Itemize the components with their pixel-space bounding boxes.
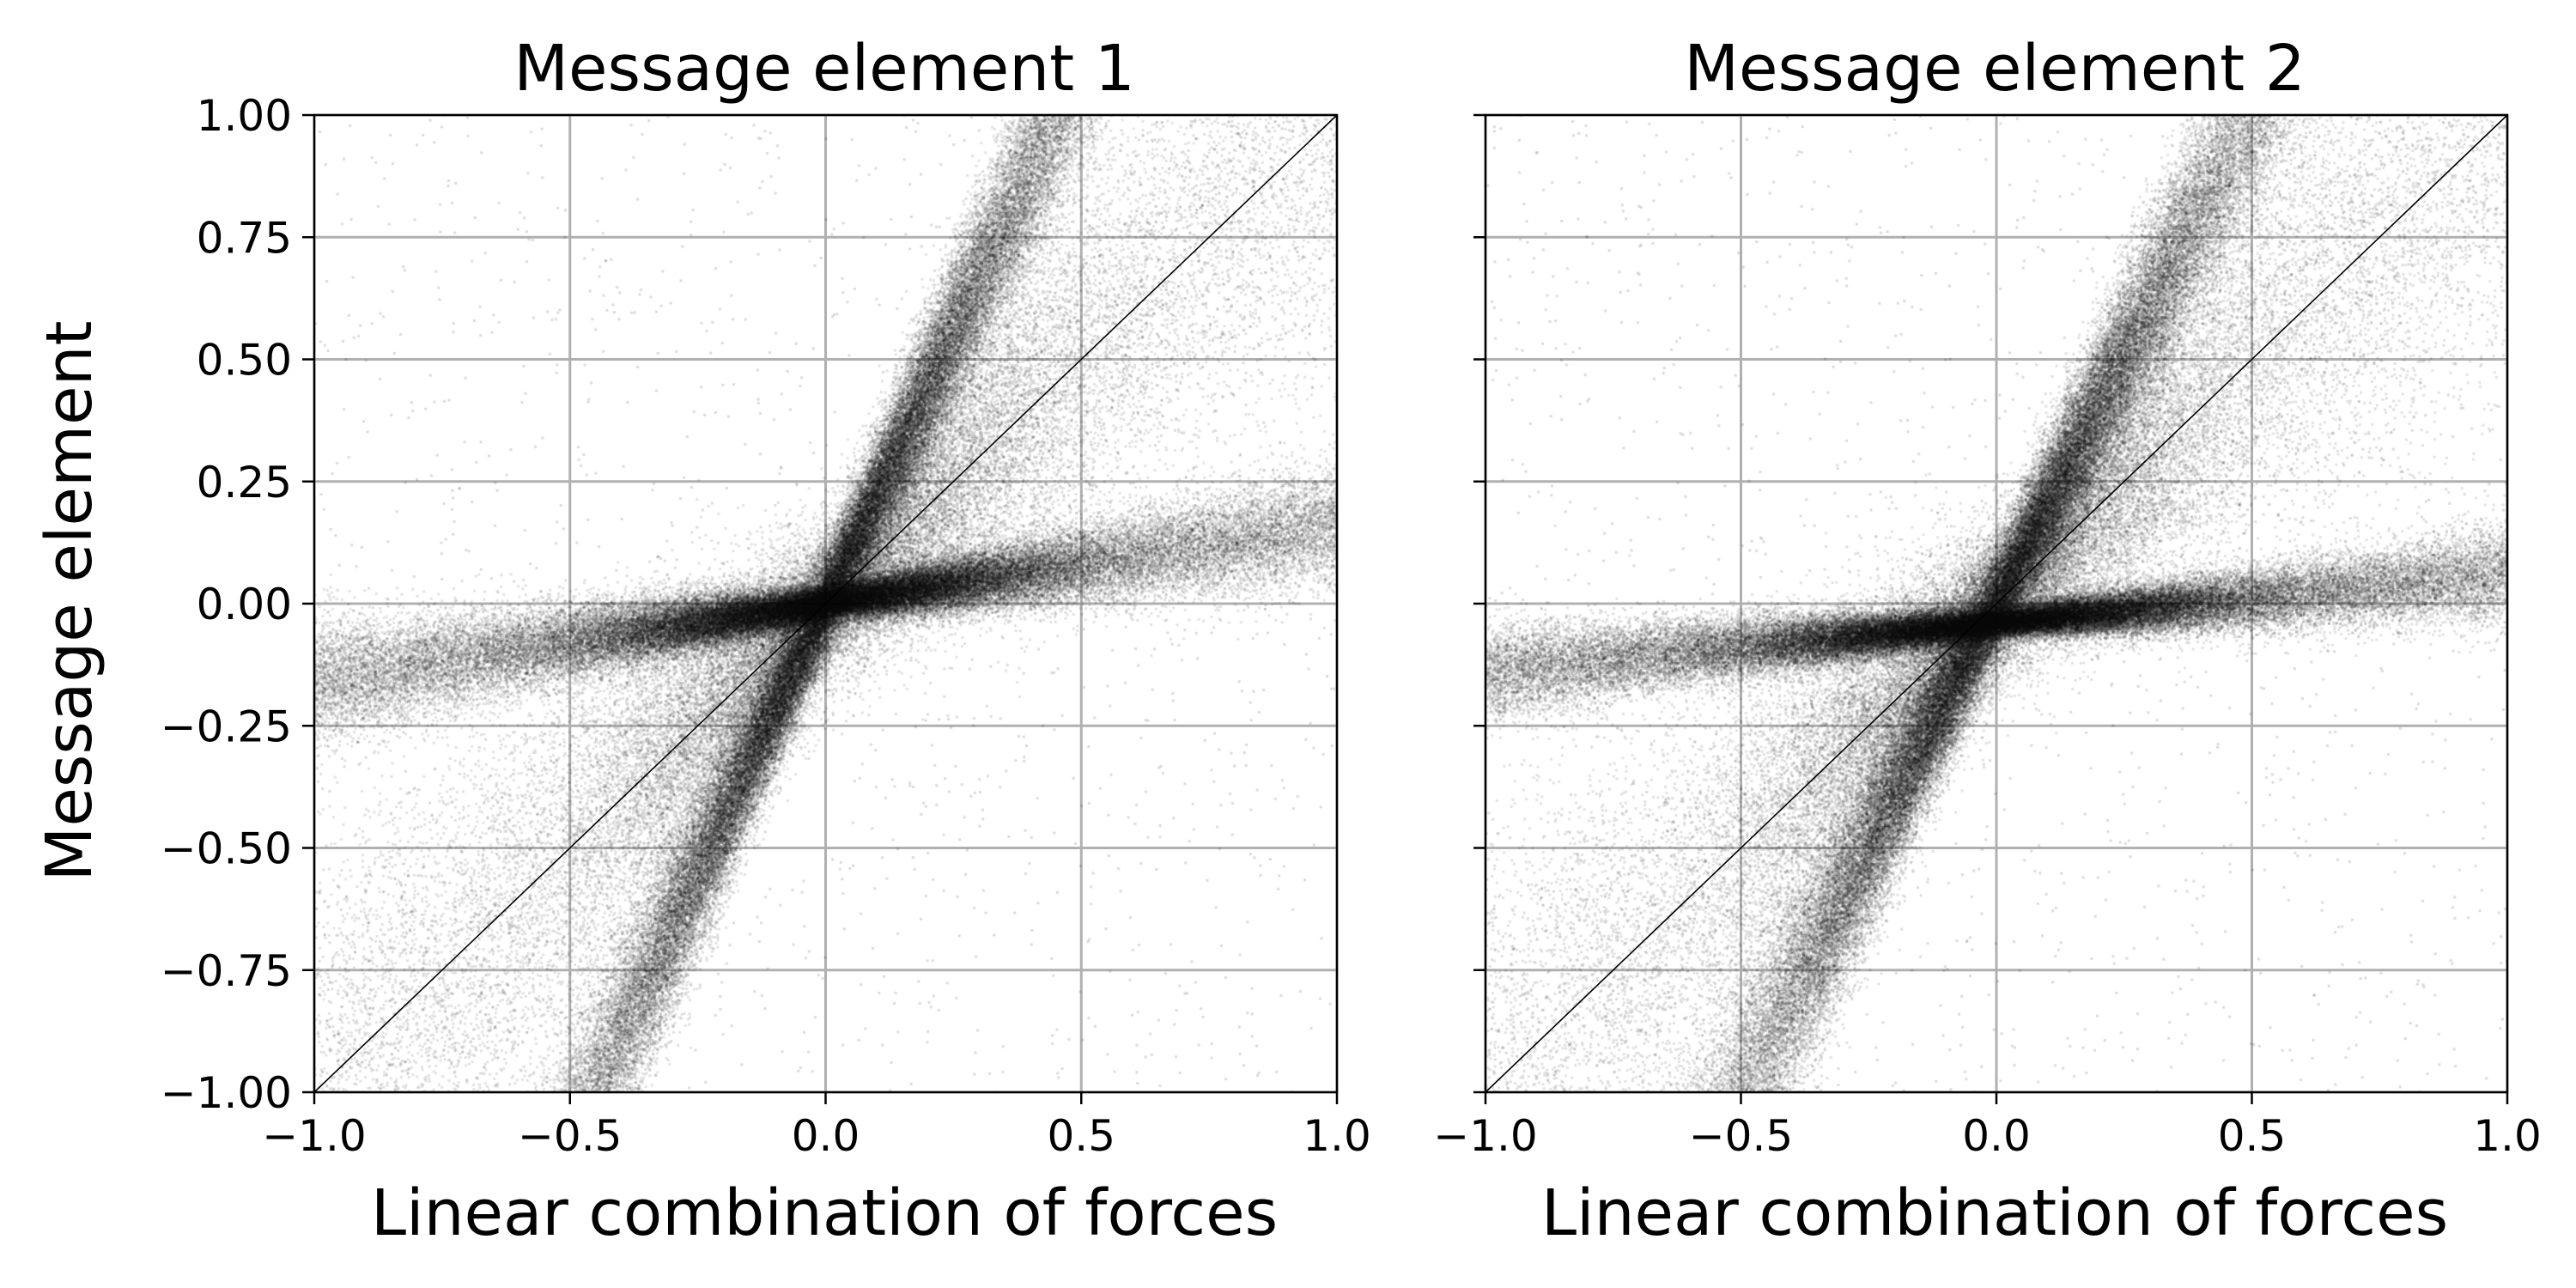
panel-2-title: Message element 2: [1684, 32, 2306, 106]
panel-1-title: Message element 1: [513, 32, 1135, 106]
panel-1-y-tick-label: −0.75: [161, 946, 292, 996]
panel-1-x-tick-label: −1.0: [262, 1111, 366, 1161]
panel-2-x-tick-label: −1.0: [1433, 1111, 1537, 1161]
panel-1-y-tick-label: 0.50: [197, 336, 292, 386]
panel-1-x-tick-label: 0.5: [1047, 1111, 1115, 1161]
panel-1-y-tick-label: −0.25: [161, 702, 292, 751]
panel-1-x-tick-label: −0.5: [518, 1111, 622, 1161]
panel-1-ticks: −1.0 −0.5 0.0 0.5 1.0 −1.00 −0.75 −0.50 −0.25 0.0…: [161, 91, 1371, 1161]
panel-2-xlabel: Linear combination of forces: [1541, 1176, 2448, 1250]
panel-1-y-tick-label: 0.00: [197, 580, 292, 629]
panel-2-x-tick-label: 0.5: [2218, 1111, 2287, 1161]
panel-1-y-tick-label: 1.00: [197, 91, 292, 141]
panel-1-y-tick-label: 0.25: [197, 458, 292, 507]
panel-2-x-tick-label: 1.0: [2473, 1111, 2542, 1161]
panel-1-x-tick-label: 0.0: [792, 1111, 860, 1161]
panel-1-identity-line: [313, 114, 1338, 1093]
panel-1-xlabel: Linear combination of forces: [371, 1176, 1278, 1250]
panel-2-identity-line: [1485, 114, 2508, 1093]
panel-2-ticks: −1.0 −0.5 0.0 0.5 1.0: [1433, 113, 2542, 1161]
panel-2-x-tick-label: −0.5: [1689, 1111, 1793, 1161]
panel-2: Message element 2 Linear combination of …: [1433, 32, 2541, 1250]
panel-1-x-tick-label: 1.0: [1303, 1111, 1371, 1161]
panel-2-x-tick-label: 0.0: [1962, 1111, 2031, 1161]
panel-1-y-tick-label: −1.00: [161, 1068, 292, 1118]
panel-1-y-tick-label: −0.50: [161, 824, 292, 874]
panel-1: Message element 1 Message element Linear…: [33, 32, 1371, 1250]
panel-1-ylabel: Message element: [33, 321, 106, 882]
panel-1-y-tick-label: 0.75: [197, 213, 292, 263]
